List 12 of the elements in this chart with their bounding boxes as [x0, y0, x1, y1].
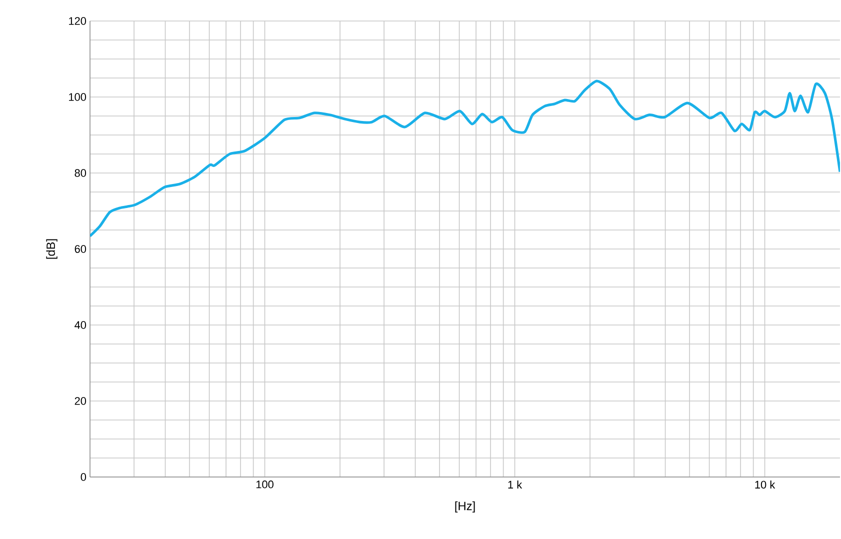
x-axis-title: [Hz]: [455, 501, 475, 513]
y-tick-label: 80: [74, 169, 86, 177]
x-tick-label: 100: [256, 480, 274, 488]
y-tick-label: 100: [69, 93, 86, 101]
y-tick-label: 0: [80, 473, 86, 481]
y-tick-label: 60: [74, 245, 86, 253]
y-tick-label: 20: [74, 397, 86, 405]
x-tick-label: 10 k: [755, 480, 776, 489]
x-tick-label: 1 k: [508, 480, 522, 488]
y-axis-title: [dB]: [46, 239, 58, 259]
y-tick-label: 40: [74, 321, 86, 329]
y-tick-label: 120: [69, 17, 86, 25]
